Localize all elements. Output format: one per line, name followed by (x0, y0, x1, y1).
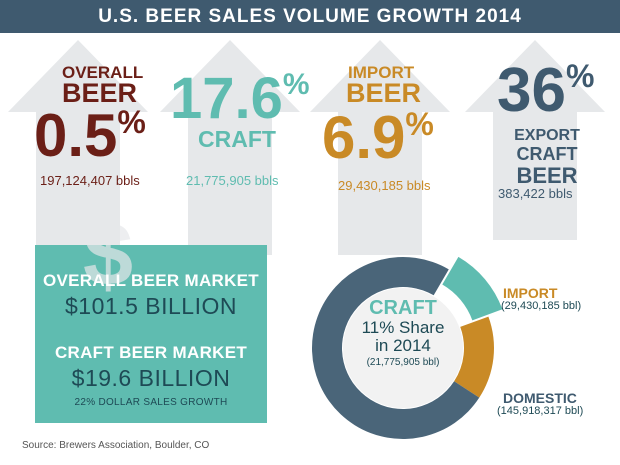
donut-center-line1: 11% Share (361, 318, 445, 337)
overall-beer-label: OVERALL (62, 63, 144, 82)
donut-center-line2: in 2014 (375, 335, 431, 355)
arrow-up-icon (465, 40, 605, 240)
overall-market-label: OVERALL BEER MARKET (42, 271, 259, 290)
donut-center (343, 288, 463, 408)
source-note: Source: Brewers Association, Boulder, CO (22, 440, 210, 451)
overall-volume: 197,124,407 bbls (40, 173, 140, 188)
import-segment-label: IMPORT (503, 285, 558, 301)
domestic-segment-volume: (145,918,317 bbl) (497, 405, 584, 417)
donut-center-volume: (21,775,905 bbl) (366, 356, 440, 368)
donut-segment-domestic (312, 256, 480, 439)
arrow-up-icon (160, 40, 300, 255)
export-craft-beer-label: EXPORT CRAFT BEER (514, 127, 580, 188)
craft-label: CRAFT (198, 126, 276, 152)
overall-beer-label-2: BEER (62, 78, 138, 108)
import-segment-volume: (29,430,185 bbl) (501, 300, 582, 312)
export-volume: 383,422 bbls (498, 186, 573, 201)
dollar-sign-icon: $ (83, 215, 133, 295)
market-value-panel: $ OVERALL BEER MARKET $101.5 BILLION CRA… (35, 215, 267, 423)
page-title: U.S. BEER SALES VOLUME GROWTH 2014 (98, 5, 522, 27)
craft-volume: 21,775,905 bbls (186, 173, 279, 188)
market-share-donut (312, 256, 503, 439)
craft-sales-growth: 22% DOLLAR SALES GROWTH (74, 397, 228, 408)
craft-market-value: $19.6 BILLION (71, 365, 231, 391)
import-beer-label: IMPORT (348, 63, 415, 82)
arrow-up-icon (8, 40, 148, 255)
title-bar: U.S. BEER SALES VOLUME GROWTH 2014 (0, 0, 620, 33)
import-beer-label-2: BEER (346, 78, 422, 108)
donut-segment-import (454, 316, 494, 398)
import-growth-value: 6.9% (322, 104, 434, 171)
domestic-segment-label: DOMESTIC (503, 390, 577, 406)
craft-market-label: CRAFT BEER MARKET (54, 343, 248, 362)
export-growth-value: 36% (497, 56, 595, 125)
import-volume: 29,430,185 bbls (338, 178, 431, 193)
svg-text:$: $ (83, 215, 133, 295)
overall-growth-value: 0.5% (34, 102, 146, 169)
donut-center-text: CRAFT 11% Share in 2014 (21,775,905 bbl) (348, 298, 458, 368)
donut-segment-craft (442, 256, 503, 321)
overall-market-value: $101.5 BILLION (65, 293, 237, 319)
donut-center-title: CRAFT (369, 297, 437, 319)
craft-growth-value: 17.6% (170, 66, 310, 131)
arrow-up-icon (310, 40, 450, 255)
